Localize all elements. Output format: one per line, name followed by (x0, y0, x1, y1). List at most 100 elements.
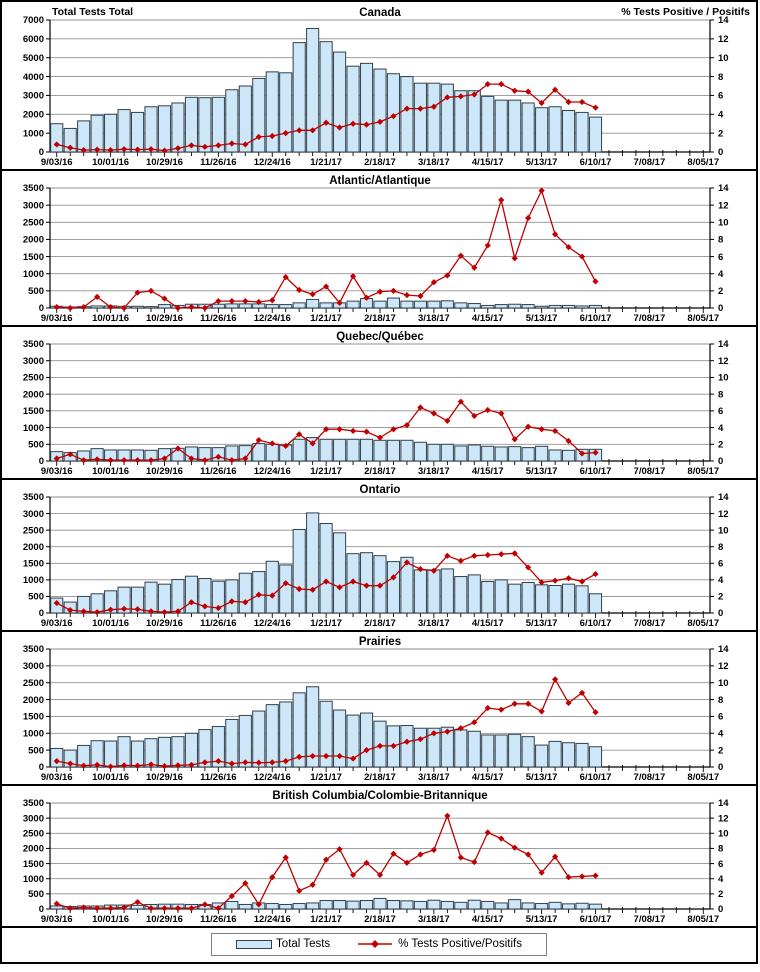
svg-text:1/21/17: 1/21/17 (310, 772, 342, 783)
chart-canvas: 0 500 1000 1500 2000 2500 3000 3500 0 2 4 6 8 10 12 14 9… (23, 790, 729, 925)
svg-text:1/21/17: 1/21/17 (310, 157, 342, 168)
svg-text:6: 6 (718, 558, 723, 569)
svg-text:10/29/16: 10/29/16 (146, 157, 183, 168)
svg-text:2500: 2500 (23, 373, 44, 384)
svg-text:0: 0 (39, 303, 44, 314)
svg-text:7/08/17: 7/08/17 (634, 466, 666, 477)
svg-text:1500: 1500 (23, 859, 44, 870)
chart-panel-quebec-qu-bec: 0 500 1000 1500 2000 2500 3000 3500 0 2 4 6 8 10 12 14 9… (2, 327, 756, 480)
svg-text:6: 6 (718, 252, 723, 263)
svg-text:12: 12 (718, 813, 729, 824)
svg-text:6: 6 (718, 859, 723, 870)
svg-text:10/29/16: 10/29/16 (146, 466, 183, 477)
svg-text:0: 0 (718, 762, 723, 773)
svg-text:10: 10 (718, 373, 729, 384)
chart-panel-prairies: 0 500 1000 1500 2000 2500 3000 3500 0 2 4 6 8 10 12 14 9… (2, 632, 756, 786)
svg-text:2500: 2500 (23, 678, 44, 689)
svg-text:1500: 1500 (23, 558, 44, 569)
svg-text:5/13/17: 5/13/17 (526, 772, 558, 783)
svg-text:1000: 1000 (23, 128, 44, 139)
svg-text:6/10/17: 6/10/17 (580, 313, 612, 324)
svg-text:0: 0 (718, 608, 723, 619)
svg-text:1000: 1000 (23, 269, 44, 280)
svg-text:8: 8 (718, 72, 723, 83)
svg-text:Prairies: Prairies (359, 636, 401, 648)
svg-text:4: 4 (718, 874, 724, 885)
legend-row: Total Tests % Tests Positive/Positifs (2, 928, 756, 962)
svg-text:12/24/16: 12/24/16 (254, 466, 291, 477)
chart-canvas: 0 500 1000 1500 2000 2500 3000 3500 0 2 4 6 8 10 12 14 9… (23, 636, 729, 783)
svg-text:8/05/17: 8/05/17 (687, 618, 719, 629)
legend-label-total-tests: Total Tests (276, 938, 331, 950)
svg-text:1000: 1000 (23, 575, 44, 586)
svg-text:8/05/17: 8/05/17 (687, 313, 719, 324)
svg-text:Quebec/Québec: Quebec/Québec (336, 331, 424, 343)
svg-text:0: 0 (39, 762, 44, 773)
chart-canvas: 0 500 1000 1500 2000 2500 3000 3500 0 2 4 6 8 10 12 14 9… (23, 484, 729, 629)
svg-text:6000: 6000 (23, 34, 44, 45)
svg-text:5000: 5000 (23, 53, 44, 64)
svg-text:3000: 3000 (23, 813, 44, 824)
svg-text:6/10/17: 6/10/17 (580, 466, 612, 477)
svg-text:500: 500 (28, 439, 44, 450)
svg-text:2: 2 (718, 439, 723, 450)
svg-text:1/21/17: 1/21/17 (310, 313, 342, 324)
svg-text:Ontario: Ontario (360, 484, 401, 496)
svg-text:4: 4 (718, 109, 724, 120)
legend-item-total-tests: Total Tests (236, 938, 330, 950)
svg-text:8: 8 (718, 695, 723, 706)
svg-text:2/18/17: 2/18/17 (364, 914, 396, 925)
svg-text:10: 10 (718, 217, 729, 228)
svg-text:14: 14 (718, 492, 729, 503)
svg-text:12: 12 (718, 34, 729, 45)
svg-text:4/15/17: 4/15/17 (472, 313, 504, 324)
svg-text:0: 0 (39, 147, 44, 158)
svg-text:3500: 3500 (23, 492, 44, 503)
svg-text:2500: 2500 (23, 525, 44, 536)
svg-text:8/05/17: 8/05/17 (687, 772, 719, 783)
svg-text:3/18/17: 3/18/17 (418, 618, 450, 629)
svg-text:9/03/16: 9/03/16 (41, 313, 73, 324)
svg-text:3500: 3500 (23, 183, 44, 194)
svg-text:500: 500 (28, 889, 44, 900)
svg-text:12: 12 (718, 356, 729, 367)
svg-text:3/18/17: 3/18/17 (418, 313, 450, 324)
svg-text:1500: 1500 (23, 406, 44, 417)
svg-text:6: 6 (718, 712, 723, 723)
svg-text:4/15/17: 4/15/17 (472, 772, 504, 783)
svg-text:11/26/16: 11/26/16 (200, 914, 236, 925)
svg-text:10/01/16: 10/01/16 (92, 914, 129, 925)
svg-text:2/18/17: 2/18/17 (364, 772, 396, 783)
chart-panel-atlantic-atlantique: 0 500 1000 1500 2000 2500 3000 3500 0 2 4 6 8 10 12 14 9… (2, 171, 756, 327)
svg-text:10/29/16: 10/29/16 (146, 914, 183, 925)
svg-text:% Tests Positive / Positifs: % Tests Positive / Positifs (621, 6, 750, 18)
svg-text:2: 2 (718, 592, 723, 603)
svg-text:3/18/17: 3/18/17 (418, 157, 450, 168)
bar-swatch-icon (236, 939, 273, 949)
svg-text:11/26/16: 11/26/16 (200, 618, 236, 629)
svg-text:500: 500 (28, 286, 44, 297)
svg-text:4: 4 (718, 728, 724, 739)
svg-text:2/18/17: 2/18/17 (364, 466, 396, 477)
svg-text:4: 4 (718, 423, 724, 434)
svg-text:9/03/16: 9/03/16 (41, 914, 73, 925)
svg-text:1/21/17: 1/21/17 (310, 914, 342, 925)
legend-item-pct-positive: % Tests Positive/Positifs (356, 938, 522, 950)
svg-text:10: 10 (718, 828, 729, 839)
svg-text:12/24/16: 12/24/16 (254, 914, 291, 925)
svg-text:3000: 3000 (23, 661, 44, 672)
svg-text:9/03/16: 9/03/16 (41, 618, 73, 629)
svg-text:14: 14 (718, 183, 729, 194)
svg-text:1000: 1000 (23, 874, 44, 885)
svg-text:12: 12 (718, 200, 729, 211)
svg-text:5/13/17: 5/13/17 (526, 157, 558, 168)
svg-text:2000: 2000 (23, 389, 44, 400)
svg-text:10/01/16: 10/01/16 (92, 618, 129, 629)
svg-text:11/26/16: 11/26/16 (200, 466, 236, 477)
chart-panels: 0 1000 2000 3000 4000 5000 6000 7000 0 2 4 6 8 10 12 14… (2, 3, 756, 928)
svg-text:10/01/16: 10/01/16 (92, 466, 129, 477)
svg-text:10/29/16: 10/29/16 (146, 772, 183, 783)
svg-text:0: 0 (39, 456, 44, 467)
svg-text:4: 4 (718, 575, 724, 586)
